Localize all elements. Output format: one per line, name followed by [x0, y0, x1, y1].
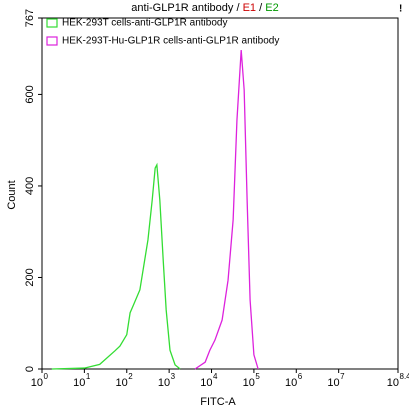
histogram-line — [51, 162, 181, 370]
x-tick-label: 10 — [200, 377, 212, 389]
y-tick-label: 600 — [24, 85, 36, 103]
chart-title: anti-GLP1R antibody / E1 / E2 — [131, 2, 278, 14]
title-part: anti-GLP1R antibody — [131, 2, 234, 14]
title-part: / — [259, 2, 263, 14]
x-tick-exponent: 3 — [171, 372, 176, 381]
x-axis-label: FITC-A — [200, 396, 236, 408]
title-part: E1 — [243, 2, 256, 14]
y-axis-label: Count — [6, 180, 18, 209]
x-tick-exponent: 8.4 — [400, 372, 409, 381]
x-tick-label: 10 — [387, 377, 399, 389]
x-tick-label: 10 — [243, 377, 255, 389]
title-part: E2 — [265, 2, 278, 14]
legend-swatch — [46, 36, 58, 46]
x-tick-exponent: 6 — [298, 372, 303, 381]
x-tick-exponent: 5 — [255, 372, 260, 381]
legend-label: HEK-293T-Hu-GLP1R cells-anti-GLP1R antib… — [62, 36, 279, 47]
x-tick-exponent: 0 — [44, 372, 49, 381]
legend-swatch — [46, 18, 58, 28]
histogram-line — [194, 49, 259, 370]
x-tick-label: 10 — [285, 377, 297, 389]
flag: ! — [399, 4, 402, 15]
y-tick-label: 400 — [24, 177, 36, 195]
y-tick-label: 767 — [24, 9, 36, 27]
x-tick-exponent: 4 — [213, 372, 218, 381]
x-tick-exponent: 7 — [340, 372, 345, 381]
x-tick-exponent: 1 — [86, 372, 91, 381]
x-tick-label: 10 — [327, 377, 339, 389]
legend-label: HEK-293T cells-anti-GLP1R antibody — [62, 18, 227, 29]
x-tick-exponent: 2 — [128, 372, 133, 381]
y-tick-label: 0 — [24, 366, 36, 372]
x-tick-label: 10 — [73, 377, 85, 389]
title-part: / — [236, 2, 240, 14]
x-tick-label: 10 — [31, 377, 43, 389]
y-tick-label: 200 — [24, 268, 36, 286]
plot-frame — [41, 17, 399, 370]
x-tick-label: 10 — [158, 377, 170, 389]
x-tick-label: 10 — [116, 377, 128, 389]
